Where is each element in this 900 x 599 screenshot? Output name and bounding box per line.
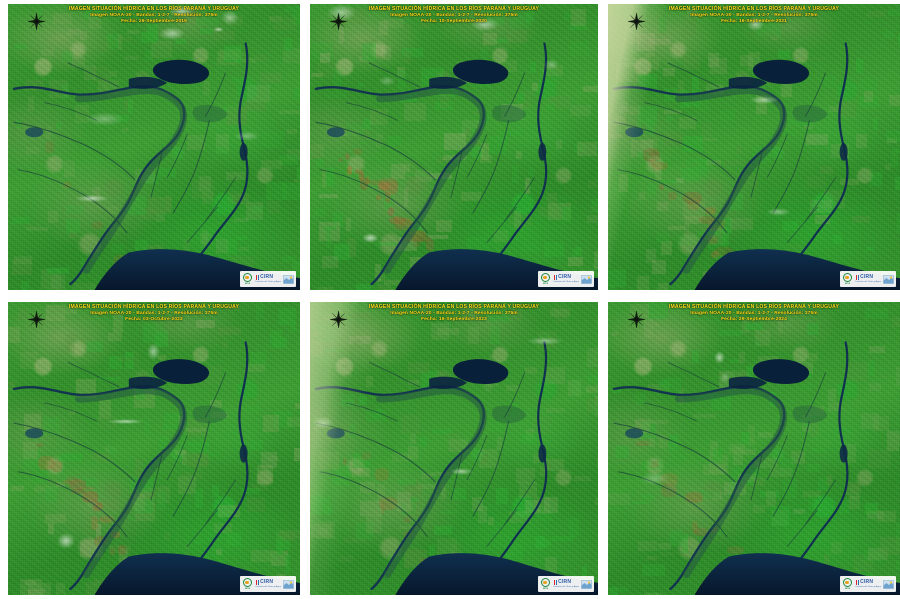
cirn-logo: CIRN Instituto de Clima y Agua bbox=[255, 579, 281, 589]
pixel-grain-layer bbox=[310, 4, 598, 290]
inta-label: INTA bbox=[543, 282, 549, 285]
cirn-label: CIRN bbox=[558, 274, 572, 281]
cirn-wordmark-row: CIRN bbox=[855, 274, 881, 281]
hydrography-layer bbox=[8, 4, 300, 290]
clima-y-agua-icon bbox=[283, 274, 294, 284]
compass-rose-icon bbox=[627, 12, 646, 31]
compass-rose-icon bbox=[329, 310, 348, 329]
pixel-grain-layer bbox=[8, 302, 300, 595]
institution-logo: INTA CIRN Instituto de Clima y Agua bbox=[239, 576, 296, 592]
satellite-panel-2021[interactable]: IMAGEN SITUACIÓN HÍDRICA EN LOS RÍOS PAR… bbox=[608, 4, 900, 290]
land-mottle-layer bbox=[310, 4, 598, 290]
hydrography-layer bbox=[8, 302, 300, 595]
inta-logo: INTA bbox=[540, 578, 552, 590]
inta-label: INTA bbox=[245, 282, 251, 285]
satellite-panel-2022[interactable]: IMAGEN SITUACIÓN HÍDRICA EN LOS RÍOS PAR… bbox=[8, 302, 300, 595]
cirn-bars-icon bbox=[255, 274, 260, 281]
land-mottle-layer bbox=[608, 302, 900, 595]
satellite-panel-2019[interactable]: IMAGEN SITUACIÓN HÍDRICA EN LOS RÍOS PAR… bbox=[8, 4, 300, 290]
inta-ring-icon bbox=[243, 578, 253, 588]
inta-logo: INTA bbox=[842, 578, 854, 590]
cirn-wordmark-row: CIRN bbox=[553, 274, 579, 281]
inta-logo: INTA bbox=[242, 578, 254, 590]
cirn-institute-label: Instituto de Clima y Agua bbox=[855, 281, 881, 284]
pixel-grain-layer bbox=[8, 4, 300, 290]
cirn-institute-label: Instituto de Clima y Agua bbox=[255, 586, 281, 589]
agricultural-fields-layer bbox=[8, 4, 300, 290]
inta-logo: INTA bbox=[242, 273, 254, 285]
pixel-grain-layer bbox=[608, 302, 900, 595]
inta-logo: INTA bbox=[842, 273, 854, 285]
hydrography-layer bbox=[608, 4, 900, 290]
inta-label: INTA bbox=[543, 587, 549, 590]
inta-logo: INTA bbox=[540, 273, 552, 285]
clima-y-agua-icon bbox=[581, 274, 592, 284]
cirn-wordmark-row: CIRN bbox=[255, 274, 281, 281]
land-mottle-layer bbox=[8, 302, 300, 595]
clima-y-agua-icon bbox=[883, 274, 894, 284]
clima-y-agua-icon bbox=[581, 579, 592, 589]
satellite-panel-2023[interactable]: IMAGEN SITUACIÓN HÍDRICA EN LOS RÍOS PAR… bbox=[310, 302, 598, 595]
compass-rose-icon bbox=[627, 310, 646, 329]
compass-rose-icon bbox=[27, 310, 46, 329]
inta-label: INTA bbox=[845, 282, 851, 285]
satellite-panel-2020[interactable]: IMAGEN SITUACIÓN HÍDRICA EN LOS RÍOS PAR… bbox=[310, 4, 598, 290]
inta-label: INTA bbox=[845, 587, 851, 590]
cirn-institute-label: Instituto de Clima y Agua bbox=[553, 281, 579, 284]
hydrography-layer bbox=[310, 4, 598, 290]
inta-ring-icon bbox=[243, 273, 253, 283]
inta-ring-icon bbox=[843, 578, 853, 588]
inta-ring-icon bbox=[843, 273, 853, 283]
satellite-imagery bbox=[8, 4, 300, 290]
inta-label: INTA bbox=[245, 587, 251, 590]
satellite-imagery bbox=[608, 302, 900, 595]
cirn-institute-label: Instituto de Clima y Agua bbox=[255, 281, 281, 284]
institution-logo: INTA CIRN Instituto de Clima y Agua bbox=[839, 576, 896, 592]
clima-y-agua-icon bbox=[283, 579, 294, 589]
hydrography-layer bbox=[608, 302, 900, 595]
cirn-wordmark-row: CIRN bbox=[553, 579, 579, 586]
institution-logo: INTA CIRN Instituto de Clima y Agua bbox=[537, 271, 594, 287]
cirn-label: CIRN bbox=[860, 274, 874, 281]
cirn-bars-icon bbox=[553, 579, 558, 586]
compass-rose-icon bbox=[329, 12, 348, 31]
compass-rose-icon bbox=[27, 12, 46, 31]
cirn-institute-label: Instituto de Clima y Agua bbox=[855, 586, 881, 589]
hydrography-layer bbox=[310, 302, 598, 595]
cirn-logo: CIRN Instituto de Clima y Agua bbox=[255, 274, 281, 284]
cirn-label: CIRN bbox=[558, 579, 572, 586]
clima-y-agua-icon bbox=[883, 579, 894, 589]
cirn-bars-icon bbox=[553, 274, 558, 281]
satellite-panel-2024[interactable]: IMAGEN SITUACIÓN HÍDRICA EN LOS RÍOS PAR… bbox=[608, 302, 900, 595]
cirn-label: CIRN bbox=[260, 274, 274, 281]
institution-logo: INTA CIRN Instituto de Clima y Agua bbox=[537, 576, 594, 592]
inta-ring-icon bbox=[541, 578, 551, 588]
cirn-logo: CIRN Instituto de Clima y Agua bbox=[553, 579, 579, 589]
cirn-institute-label: Instituto de Clima y Agua bbox=[553, 586, 579, 589]
cirn-logo: CIRN Instituto de Clima y Agua bbox=[855, 579, 881, 589]
cirn-wordmark-row: CIRN bbox=[255, 579, 281, 586]
institution-logo: INTA CIRN Instituto de Clima y Agua bbox=[839, 271, 896, 287]
cirn-logo: CIRN Instituto de Clima y Agua bbox=[855, 274, 881, 284]
cirn-bars-icon bbox=[255, 579, 260, 586]
cirn-logo: CIRN Instituto de Clima y Agua bbox=[553, 274, 579, 284]
cirn-label: CIRN bbox=[260, 579, 274, 586]
cirn-wordmark-row: CIRN bbox=[855, 579, 881, 586]
land-mottle-layer bbox=[8, 4, 300, 290]
cirn-bars-icon bbox=[855, 579, 860, 586]
cirn-bars-icon bbox=[855, 274, 860, 281]
cirn-label: CIRN bbox=[860, 579, 874, 586]
inta-ring-icon bbox=[541, 273, 551, 283]
institution-logo: INTA CIRN Instituto de Clima y Agua bbox=[239, 271, 296, 287]
